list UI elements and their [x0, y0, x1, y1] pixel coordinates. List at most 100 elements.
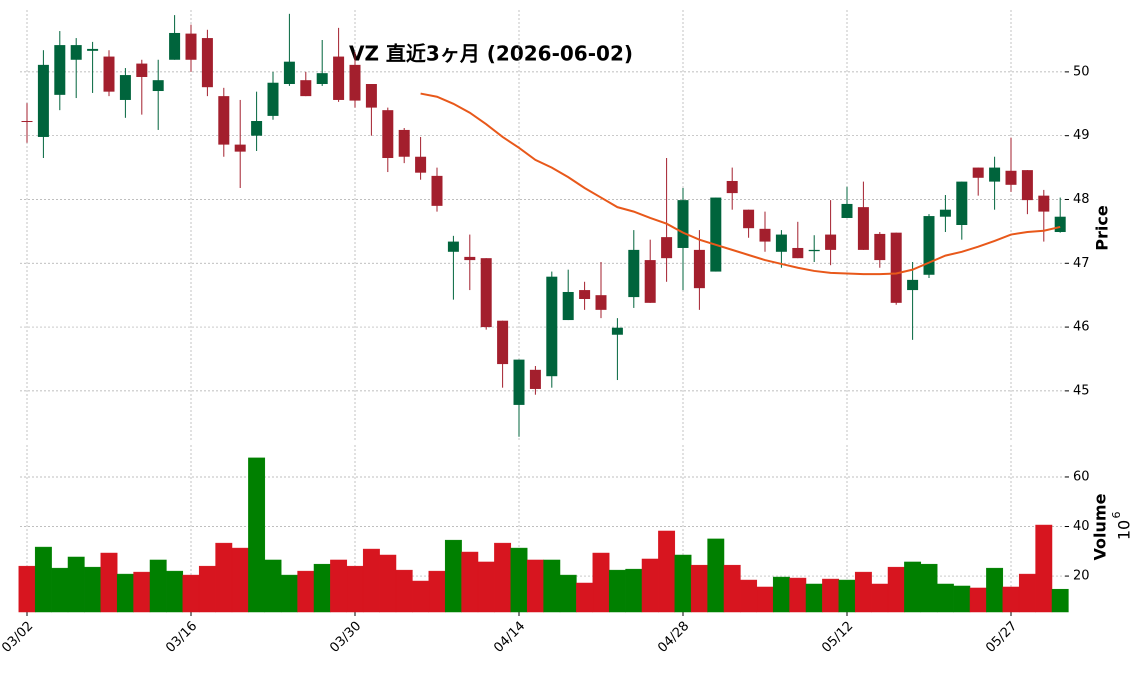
volume-bar: [379, 554, 397, 613]
volume-bar: [740, 579, 758, 613]
volume-bar: [428, 570, 446, 613]
candle-body: [333, 56, 345, 100]
x-tick-label: 03/16: [163, 619, 200, 656]
candle-body: [989, 167, 1001, 182]
volume-bar: [330, 559, 348, 613]
volume-bar: [67, 556, 85, 613]
candle-body: [546, 276, 558, 377]
candle-body: [562, 291, 574, 321]
moving-average-line: [420, 92, 1061, 276]
volume-bar: [133, 571, 151, 613]
y-tick-label: 50: [1073, 64, 1090, 79]
volume-bar: [920, 563, 938, 613]
candle-body: [169, 32, 181, 60]
y-tick-label: 40: [1073, 519, 1090, 534]
candle-body: [939, 209, 951, 217]
candle-body: [1054, 216, 1066, 233]
candle-body: [431, 175, 443, 206]
volume-bar: [1018, 573, 1036, 613]
volume-bar: [822, 578, 840, 613]
candle-body: [382, 110, 394, 159]
volume-bar: [953, 585, 971, 613]
volume-bar: [1035, 524, 1053, 613]
volume-bar: [264, 559, 282, 613]
volume-bar: [34, 546, 52, 613]
volume-bar: [838, 579, 856, 613]
candle-body: [677, 200, 689, 248]
candle-body: [595, 295, 607, 310]
candle-body: [775, 234, 787, 252]
candle-body: [415, 156, 427, 173]
volume-bar: [116, 573, 134, 613]
candle-body: [956, 181, 968, 225]
volume-bar: [592, 552, 610, 613]
candle-body: [841, 203, 853, 218]
volume-bar: [51, 567, 69, 613]
candle-body: [611, 327, 623, 335]
volume-bar: [313, 563, 331, 613]
volume-bar: [723, 564, 741, 613]
candle-body: [972, 167, 984, 178]
volume-bar: [887, 566, 905, 613]
volume-bar: [461, 551, 479, 613]
volume-bar: [395, 569, 413, 613]
y-tick-label: 20: [1073, 569, 1090, 584]
volume-bar: [904, 561, 922, 613]
volume-bar: [100, 552, 118, 613]
volume-bar: [297, 570, 315, 613]
candle-body: [119, 75, 131, 100]
volume-bar: [854, 571, 872, 613]
candle-body: [70, 45, 82, 60]
candle-body: [251, 121, 263, 136]
volume-bar: [149, 559, 167, 613]
candle-body: [349, 64, 361, 101]
volume-bar: [1002, 586, 1020, 613]
volume-bar: [936, 583, 954, 613]
x-tick-label: 03/30: [327, 619, 364, 656]
volume-bar: [789, 577, 807, 613]
volume-bar: [658, 530, 676, 613]
candle-body: [513, 359, 525, 405]
y-tick-label: 60: [1073, 469, 1090, 484]
candle-body: [857, 207, 869, 250]
candle-body: [529, 369, 541, 389]
candle-body: [103, 56, 115, 92]
volume-bar: [18, 565, 36, 613]
volume-bar: [969, 587, 987, 613]
volume-bar: [871, 583, 889, 613]
candle-body: [185, 33, 197, 60]
volume-scale-exponent: 6: [1110, 512, 1123, 519]
candle-body: [579, 290, 591, 300]
volume-bar: [772, 576, 790, 613]
volume-bar: [576, 582, 594, 613]
volume-bar: [510, 547, 528, 613]
y-tick-label: 47: [1073, 256, 1090, 271]
volume-bar: [231, 547, 249, 613]
volume-bar: [166, 570, 184, 613]
candle-body: [21, 121, 33, 123]
volume-axis-label: Volume: [1091, 493, 1110, 560]
volume-bar: [182, 574, 200, 613]
volume-bar: [608, 569, 626, 613]
candle-body: [743, 209, 755, 229]
volume-bar: [756, 586, 774, 613]
volume-bar: [412, 580, 430, 613]
volume-bar: [494, 542, 512, 613]
candle-body: [267, 82, 279, 116]
x-tick-label: 04/28: [655, 619, 692, 656]
volume-bar: [543, 559, 561, 613]
x-tick-label: 04/14: [491, 619, 528, 656]
candle-body: [54, 45, 66, 95]
volume-bar: [280, 574, 298, 613]
y-tick-label: 45: [1073, 383, 1090, 398]
candle-body: [218, 96, 230, 145]
volume-bar: [198, 565, 216, 613]
candle-body: [234, 144, 246, 152]
candle-body: [693, 249, 705, 289]
y-tick-label: 46: [1073, 320, 1090, 335]
x-tick-label: 03/02: [0, 619, 36, 656]
candle-body: [464, 256, 476, 261]
candle-body: [447, 241, 459, 252]
chart-title: VZ 直近3ヶ月 (2026-06-02): [349, 42, 633, 66]
